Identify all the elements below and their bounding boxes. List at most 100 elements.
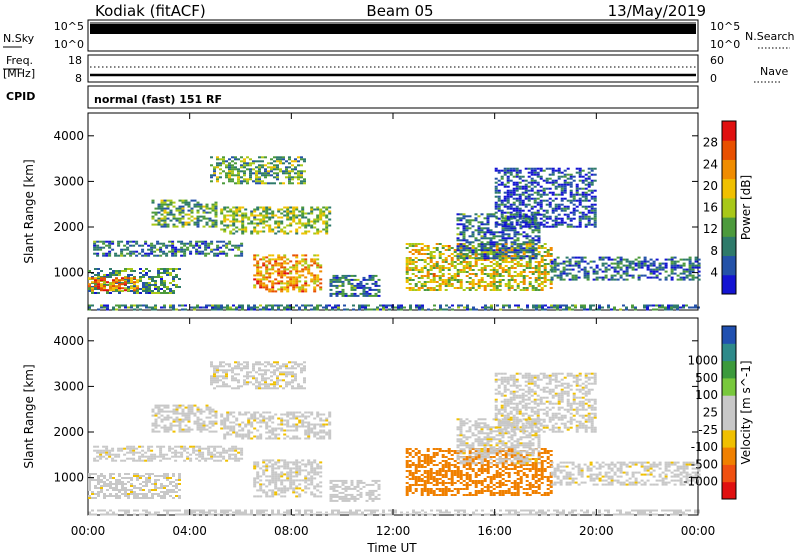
echo-cell [512, 203, 516, 206]
echo-cell [292, 212, 296, 215]
echo-cell [625, 278, 629, 281]
echo-cell [319, 435, 323, 438]
echo-cell [103, 287, 106, 290]
echo-cell [150, 449, 154, 452]
echo-cell [613, 268, 617, 271]
echo-cell [625, 308, 628, 311]
echo-cell [229, 433, 233, 436]
echo-cell [298, 270, 302, 273]
echo-cell [362, 278, 366, 281]
echo-cell [91, 491, 94, 493]
echo-cell [291, 182, 294, 185]
echo-cell [250, 306, 253, 309]
echo-cell [462, 253, 466, 256]
echo-cell [510, 261, 514, 263]
echo-cell [566, 181, 570, 184]
echo-cell [581, 195, 585, 198]
echo-cell [108, 451, 112, 454]
echo-cell [139, 487, 142, 489]
echo-cell [172, 424, 176, 427]
echo-cell [166, 288, 169, 290]
echo-cell [516, 285, 520, 287]
echo-cell [298, 419, 302, 422]
echo-cell [208, 304, 211, 307]
echo-cell [196, 205, 200, 208]
echo-cell [453, 275, 457, 277]
echo-cell [210, 455, 214, 458]
echo-cell [184, 414, 188, 417]
echo-cell [159, 250, 163, 253]
nave-right-tick-bottom: 0 [710, 72, 717, 85]
echo-cell [145, 284, 148, 286]
echo-cell [601, 258, 605, 261]
echo-cell [604, 274, 608, 277]
echo-cell [115, 487, 118, 489]
echo-cell [172, 491, 175, 493]
echo-cell [273, 168, 276, 171]
echo-cell [429, 267, 433, 269]
echo-cell [154, 426, 158, 429]
echo-cell [156, 455, 160, 458]
echo-cell [279, 182, 282, 185]
echo-cell [208, 426, 212, 429]
echo-cell [219, 369, 222, 372]
echo-cell [277, 304, 280, 307]
echo-region [210, 156, 306, 185]
echo-cell [210, 457, 214, 460]
echo-cell [298, 421, 302, 424]
echo-cell [274, 262, 278, 265]
echo-cell [521, 185, 525, 188]
echo-cell [118, 497, 121, 499]
echo-cell [160, 497, 163, 499]
echo-cell [208, 225, 212, 228]
echo-cell [148, 489, 151, 491]
echo-cell [237, 373, 240, 376]
echo-cell [288, 162, 291, 165]
echo-cell [211, 430, 215, 433]
echo-cell [554, 203, 558, 206]
echo-cell [208, 219, 212, 222]
echo-cell [468, 255, 472, 257]
echo-cell [548, 173, 552, 176]
echo-cell [118, 304, 121, 307]
echo-cell [252, 168, 255, 171]
echo-cell [528, 265, 532, 267]
echo-cell [634, 264, 638, 267]
echo-cell [163, 219, 167, 222]
echo-cell [216, 367, 219, 370]
echo-cell [566, 177, 570, 180]
echo-cell [160, 207, 164, 210]
echo-cell [198, 445, 202, 448]
echo-cell [580, 268, 584, 271]
echo-cell [279, 371, 282, 374]
echo-cell [450, 285, 454, 287]
echo-cell [226, 417, 230, 420]
echo-cell [246, 367, 249, 370]
echo-cell [590, 205, 594, 208]
echo-cell [259, 435, 263, 438]
echo-cell [533, 217, 537, 220]
echo-cell [262, 278, 266, 281]
echo-cell [515, 185, 519, 188]
echo-cell [264, 170, 267, 173]
echo-cell [569, 219, 573, 222]
echo-cell [235, 226, 239, 229]
echo-cell [307, 266, 311, 269]
echo-cell [187, 223, 191, 226]
echo-cell [144, 455, 148, 458]
echo-cell [304, 411, 308, 414]
echo-cell [148, 306, 151, 309]
echo-cell [574, 304, 577, 307]
echo-cell [556, 276, 560, 279]
echo-cell [456, 227, 460, 230]
echo-cell [106, 292, 109, 294]
echo-cell [273, 381, 276, 384]
echo-cell [268, 212, 272, 215]
echo-cell [307, 220, 311, 223]
echo-cell [213, 252, 217, 255]
echo-cell [163, 284, 166, 286]
echo-cell [124, 280, 127, 282]
echo-cell [497, 209, 501, 212]
echo-cell [235, 230, 239, 233]
echo-cell [607, 268, 611, 271]
